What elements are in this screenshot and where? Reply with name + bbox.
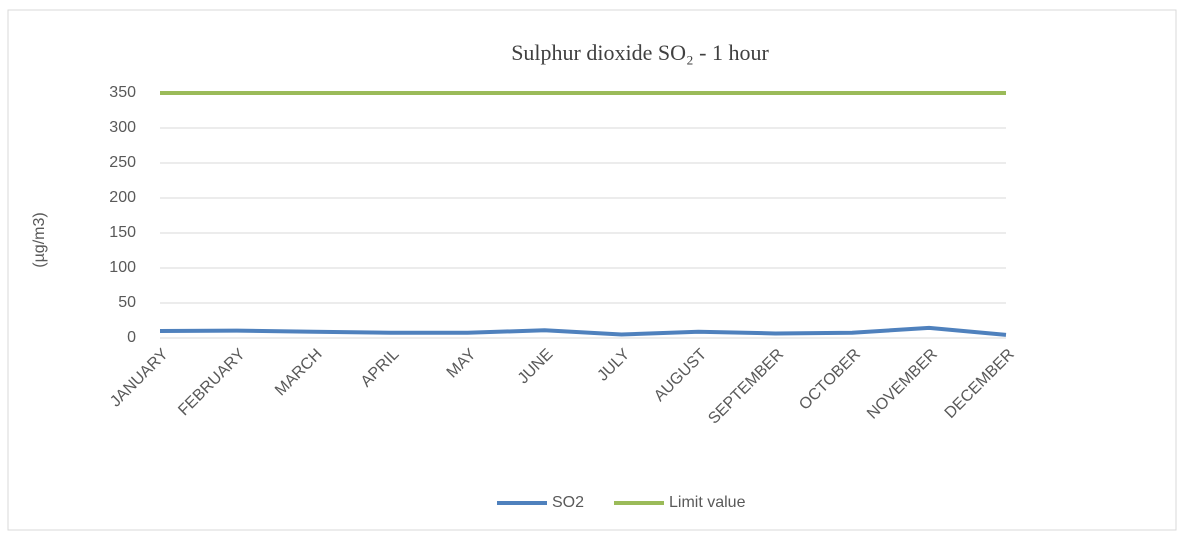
y-tick-label: 0 — [127, 329, 136, 346]
y-tick-label: 50 — [118, 294, 136, 311]
y-tick-label: 150 — [109, 224, 136, 241]
y-tick-label: 350 — [109, 84, 136, 101]
y-tick-label: 100 — [109, 259, 136, 276]
y-tick-label: 300 — [109, 119, 136, 136]
y-tick-label: 200 — [109, 189, 136, 206]
legend-label: SO2 — [552, 494, 584, 511]
y-axis-label: (µg/m3) — [31, 212, 48, 267]
y-tick-label: 250 — [109, 154, 136, 171]
chart-border — [7, 9, 1177, 531]
series-line — [159, 325, 1007, 337]
chart-title: Sulphur dioxide SO₂ - 1 hour — [511, 40, 769, 65]
legend-label: Limit value — [669, 494, 746, 511]
